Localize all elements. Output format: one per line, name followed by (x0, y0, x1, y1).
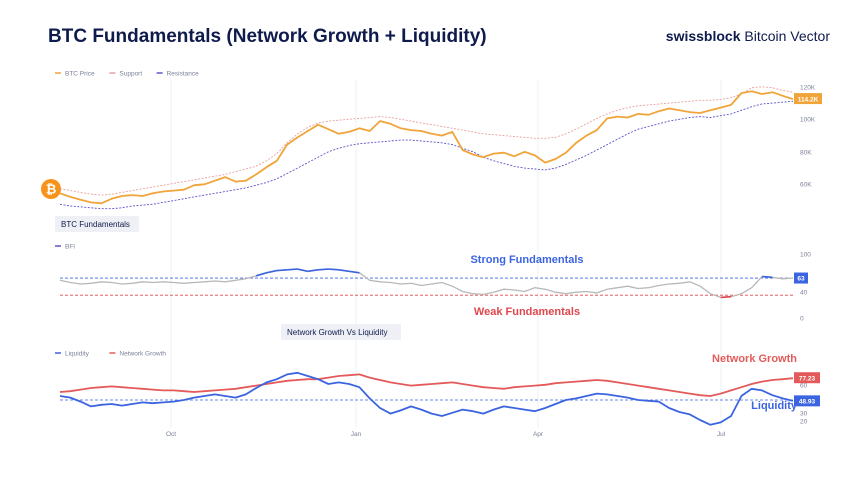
x-tick-label: Jul (717, 431, 726, 438)
x-tick-label: Apr (533, 431, 544, 438)
network-growth-value-tag-bg (794, 372, 820, 384)
section-badge-btc-fundamentals: BTC Fundamentals (61, 220, 130, 229)
y-tick-label: 40 (800, 290, 808, 297)
bfi-strong-segment (328, 268, 339, 271)
page-title: BTC Fundamentals (Network Growth + Liqui… (48, 26, 487, 47)
y-tick-label: 80K (800, 150, 812, 157)
section-badge-btc-fundamentals-bg (55, 216, 139, 232)
strong-fundamentals-annotation: Strong Fundamentals (470, 254, 583, 266)
bfi-strong-segment (255, 272, 267, 277)
weak-fundamentals-annotation: Weak Fundamentals (474, 306, 580, 318)
network-growth-annotation: Network Growth (712, 353, 797, 365)
brand-product: Bitcoin Vector (740, 28, 830, 44)
legend-label: BFI (65, 244, 75, 251)
legend-label: BTC Price (65, 71, 95, 78)
bfi-value-tag: 63 (797, 276, 805, 283)
bfi-weak-segment (720, 295, 732, 299)
svg-text:₿: ₿ (46, 182, 57, 197)
y-tick-label: 100K (800, 117, 816, 124)
legend-label: Network Growth (119, 351, 166, 358)
bfi-strong-segment (348, 270, 360, 274)
bfi-strong-segment (307, 269, 319, 273)
y-tick-label: 120K (800, 85, 816, 92)
price-value-tag-bg (794, 93, 822, 105)
y-tick-label: 0 (800, 316, 804, 323)
bfi-strong-segment (338, 269, 350, 273)
y-tick-label: 20 (800, 419, 808, 426)
bfi-strong-segment (287, 268, 298, 271)
section-badge-network-liquidity-bg (281, 324, 401, 340)
y-tick-label: 100 (800, 252, 811, 259)
bfi-strong-segment (761, 275, 773, 279)
section-badge-network-liquidity: Network Growth Vs Liquidity (287, 328, 387, 337)
resistance-line (59, 86, 794, 196)
x-tick-label: Oct (166, 431, 176, 438)
legend-label: Liquidity (65, 351, 90, 358)
y-tick-label: 60 (800, 383, 808, 390)
btc-price-line (59, 90, 794, 205)
network-growth-line (59, 373, 794, 397)
network-growth-value-tag: 77.23 (799, 376, 816, 383)
bfi-value-tag-bg (794, 272, 808, 284)
liquidity-annotation: Liquidity (751, 400, 798, 412)
brand-logo: swissblock Bitcoin Vector (666, 28, 830, 44)
brand-name: swissblock (665, 28, 741, 44)
support-line (59, 100, 794, 210)
y-tick-label: 30 (800, 411, 808, 418)
liquidity-value-tag-bg (794, 395, 820, 407)
bitcoin-icon: ₿ (41, 179, 61, 199)
bfi-strong-segment (297, 268, 308, 273)
legend-label: Support (119, 71, 142, 78)
price-value-tag: 114.2K (798, 97, 819, 104)
bfi-strong-segment (266, 269, 277, 274)
bfi-strong-segment (276, 269, 288, 272)
legend-label: Resistance (167, 71, 200, 78)
x-tick-label: Jan (351, 431, 362, 438)
bfi-line (59, 268, 794, 299)
bfi-strong-segment (318, 268, 329, 271)
y-tick-label: 60K (800, 182, 812, 189)
liquidity-value-tag: 48.93 (799, 398, 816, 405)
liquidity-line (59, 371, 794, 426)
